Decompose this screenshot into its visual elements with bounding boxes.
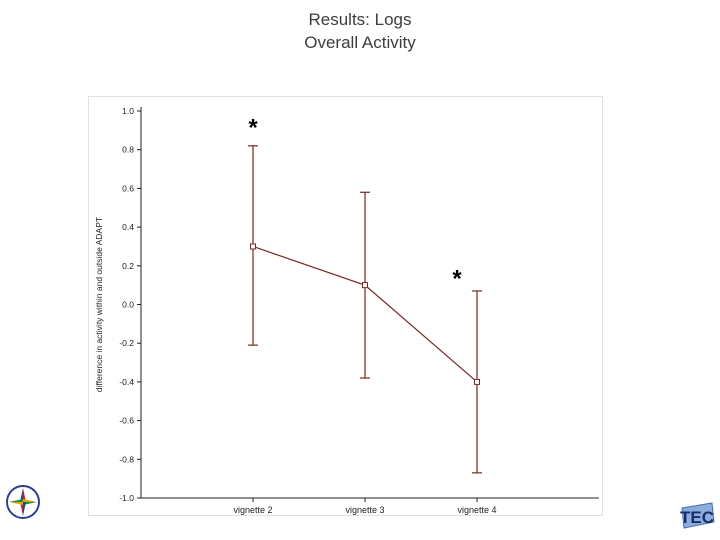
y-tick-label: -1.0 [119, 493, 134, 503]
chart: 1.0 0.8 0.6 0.4 0.2 0.0 -0.2 -0.4 -0.6 -0.8 -1.0 vi… [88, 96, 603, 516]
significance-asterisk: * [452, 265, 462, 292]
y-tick-label: 0.8 [122, 145, 134, 155]
y-axis-label: difference in activity within and outsid… [94, 217, 104, 392]
line-chart-svg: 1.0 0.8 0.6 0.4 0.2 0.0 -0.2 -0.4 -0.6 -0.8 -1.0 vi… [94, 106, 599, 515]
x-tick-label: vignette 4 [457, 505, 496, 515]
institution-logo-text: TEC [680, 508, 714, 527]
data-point-marker [362, 282, 368, 289]
y-tick-label: 0.6 [122, 183, 134, 193]
x-tick-label: vignette 3 [345, 505, 384, 515]
y-tick-label: -0.2 [119, 338, 134, 348]
y-tick-label: -0.6 [119, 416, 134, 426]
bottom-accent-bar [0, 534, 720, 540]
compass-logo [6, 485, 40, 519]
title-divider-line [0, 58, 720, 63]
data-point-marker [474, 378, 480, 385]
slide-title: Results: Logs Overall Activity [0, 8, 720, 54]
x-tick-label: vignette 2 [233, 505, 272, 515]
institution-logo-shape [681, 502, 715, 529]
significance-asterisk: * [248, 114, 258, 141]
y-tick-label: 0.2 [122, 261, 134, 271]
institution-logo: TEC [680, 502, 715, 529]
title-line-2: Overall Activity [304, 33, 416, 52]
left-accent-bar [38, 0, 46, 540]
y-tick-label: 1.0 [122, 106, 134, 116]
y-tick-label: 0.4 [122, 222, 134, 232]
y-tick-label: 0.0 [122, 300, 134, 310]
y-tick-label: -0.4 [119, 377, 134, 387]
y-tick-label: -0.8 [119, 454, 134, 464]
title-line-1: Results: Logs [308, 10, 412, 29]
data-point-marker [250, 243, 256, 250]
